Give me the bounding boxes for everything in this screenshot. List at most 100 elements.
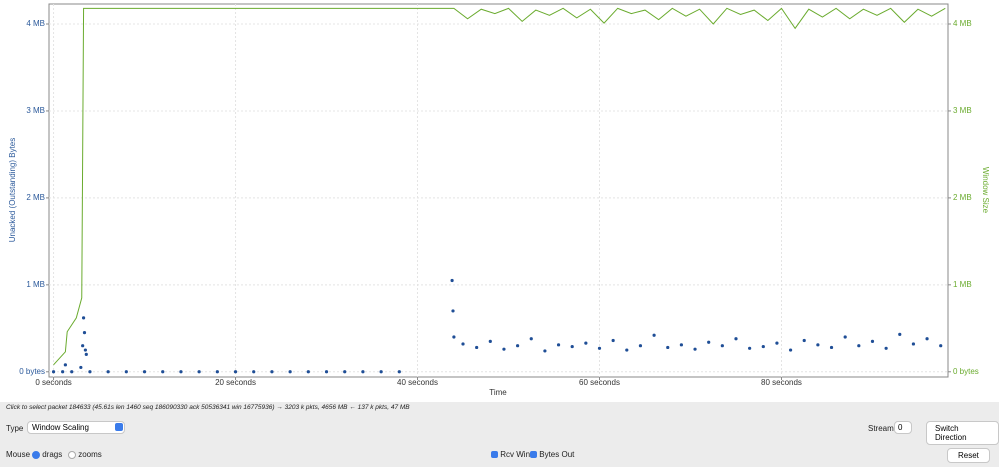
- packet-point: [83, 348, 87, 352]
- legend-label: Bytes Out: [539, 450, 575, 459]
- packet-point: [898, 332, 902, 336]
- reset-label: Reset: [958, 451, 979, 460]
- packet-point: [179, 370, 183, 374]
- packet-point: [939, 344, 943, 348]
- packet-point: [925, 337, 929, 341]
- packet-point: [775, 341, 779, 345]
- legend-label: Rcv Win: [500, 450, 531, 459]
- packet-point: [597, 346, 602, 350]
- packet-point: [61, 370, 65, 374]
- packet-point: [106, 370, 110, 374]
- packet-point: [857, 344, 861, 348]
- y2-tick-label: 1 MB: [953, 280, 972, 289]
- packet-point: [843, 335, 847, 339]
- plot-frame: [48, 3, 949, 378]
- packet-point: [870, 339, 875, 343]
- packet-point: [611, 338, 615, 343]
- y-tick-label: 0 bytes: [19, 367, 45, 376]
- packet-point: [570, 344, 574, 349]
- packet-point: [161, 370, 165, 374]
- packet-point: [475, 345, 479, 350]
- packet-point: [816, 343, 820, 347]
- y-tick-label: 1 MB: [26, 280, 45, 289]
- mouse-label: Mouse: [6, 450, 31, 459]
- y-tick-label: 2 MB: [26, 193, 45, 202]
- packet-point: [802, 338, 806, 343]
- y2-tick-label: 2 MB: [953, 193, 972, 202]
- y2-tick-label: 4 MB: [953, 19, 972, 28]
- packet-point: [788, 348, 793, 352]
- packet-point: [652, 333, 656, 337]
- stream-input[interactable]: 0: [894, 421, 912, 434]
- packet-point: [233, 370, 238, 374]
- packet-point: [829, 345, 834, 350]
- packet-point: [748, 346, 752, 350]
- stream-value: 0: [898, 423, 903, 432]
- packet-point: [88, 370, 92, 374]
- packet-point: [324, 370, 329, 374]
- packet-point: [638, 344, 643, 348]
- packet-point: [82, 331, 87, 335]
- type-value: Window Scaling: [32, 423, 89, 432]
- packet-point: [543, 349, 547, 353]
- select-arrow: [115, 423, 123, 431]
- packet-point: [361, 370, 365, 374]
- packet-point: [679, 343, 683, 347]
- packet-point: [215, 370, 219, 374]
- packet-point: [761, 344, 765, 349]
- drags-option[interactable]: drags: [32, 450, 62, 459]
- window-line: [53, 7, 946, 366]
- y-axis-title: Unacked (Outstanding) Bytes: [8, 138, 17, 243]
- packet-point: [516, 344, 520, 348]
- packet-point: [142, 370, 147, 374]
- packet-point: [343, 370, 347, 374]
- x-tick-label: 0 seconds: [35, 378, 71, 387]
- packet-point: [84, 352, 88, 356]
- packet-point: [911, 342, 916, 346]
- packet-point: [502, 347, 506, 351]
- packet-point: [707, 340, 711, 344]
- x-tick-label: 80 seconds: [761, 378, 802, 387]
- drags-label: drags: [42, 450, 63, 459]
- reset-button[interactable]: Reset: [947, 448, 990, 463]
- packet-point: [529, 337, 533, 341]
- legend-bytes-out[interactable]: Bytes Out: [530, 450, 574, 459]
- packet-point: [451, 309, 455, 313]
- packet-point: [734, 337, 738, 341]
- x-tick-label: 60 seconds: [579, 378, 620, 387]
- packet-point: [720, 344, 724, 348]
- packet-point: [452, 335, 456, 339]
- type-label: Type: [6, 424, 24, 433]
- packet-point: [124, 370, 128, 374]
- chart: Time Unacked (Outstanding) Bytes Window …: [0, 0, 999, 402]
- switch-label: Switch Direction: [935, 424, 967, 442]
- x-tick-label: 20 seconds: [215, 378, 256, 387]
- packet-point: [884, 346, 888, 350]
- packet-point: [450, 278, 454, 283]
- y-tick-label: 3 MB: [26, 106, 45, 115]
- packet-point: [397, 370, 401, 374]
- packet-point: [461, 342, 465, 346]
- switch-direction-button[interactable]: Switch Direction: [926, 421, 999, 445]
- packet-point: [70, 370, 74, 374]
- packet-point: [63, 363, 67, 367]
- legend-rcv-win[interactable]: Rcv Win: [491, 450, 530, 459]
- y-tick-label: 4 MB: [26, 19, 45, 28]
- packet-point: [252, 370, 256, 374]
- packet-point: [81, 316, 86, 320]
- packet-point: [81, 344, 85, 348]
- packet-point: [51, 370, 56, 374]
- packet-point: [666, 345, 670, 350]
- zooms-option[interactable]: zooms: [68, 450, 102, 459]
- x-tick-label: 40 seconds: [397, 378, 438, 387]
- packet-point: [270, 370, 274, 374]
- packet-point: [488, 339, 492, 343]
- y2-tick-label: 3 MB: [953, 106, 972, 115]
- packet-point: [79, 365, 83, 370]
- y2-axis-title: Window Size: [981, 167, 990, 214]
- status-text: Click to select packet 184633 (45.61s le…: [6, 404, 410, 411]
- packet-point: [197, 370, 201, 374]
- type-select[interactable]: Window Scaling: [27, 421, 125, 434]
- zooms-label: zooms: [78, 450, 102, 459]
